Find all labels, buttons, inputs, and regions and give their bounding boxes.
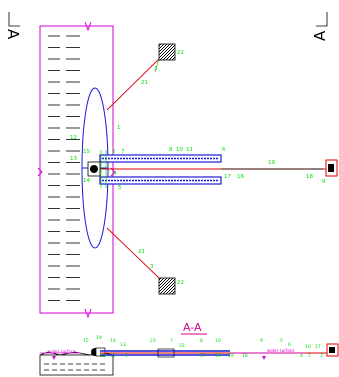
anchor-bars bbox=[87, 150, 338, 188]
label-bot-a: 21 bbox=[138, 249, 145, 255]
section-label: 9 bbox=[260, 338, 263, 344]
label-r8: 8 bbox=[169, 147, 173, 153]
label-r10: 10 bbox=[176, 147, 183, 153]
label-top-box: 22 bbox=[177, 50, 184, 56]
section-label: 11 bbox=[100, 353, 106, 359]
section-label: 15 bbox=[83, 338, 89, 344]
label-r11: 11 bbox=[186, 147, 193, 153]
section-label: 14 bbox=[110, 338, 116, 344]
label-r9: 9 bbox=[322, 179, 326, 185]
section-label: 19 bbox=[96, 335, 102, 341]
section-label: 18 bbox=[242, 353, 248, 359]
section-label: 5 bbox=[280, 338, 283, 344]
section-label: 3 bbox=[320, 353, 323, 359]
section-label: 8 bbox=[200, 338, 203, 344]
section-letter-right: A bbox=[311, 30, 329, 41]
label-top-b: 21 bbox=[141, 80, 148, 86]
water-dashes bbox=[48, 35, 80, 301]
section-label: 22 bbox=[179, 343, 185, 349]
label-r2: 2 bbox=[112, 149, 116, 155]
label-r6: 6 bbox=[222, 147, 226, 153]
section-label: 19 bbox=[228, 353, 234, 359]
label-r7: 7 bbox=[121, 149, 125, 155]
note-left: water surface bbox=[48, 349, 76, 354]
section-label: 7 bbox=[170, 338, 173, 344]
section-label: 10 bbox=[305, 344, 311, 350]
label-top-a: 3 bbox=[154, 66, 158, 72]
section-label: 1 bbox=[125, 353, 128, 359]
section-label: 23 bbox=[150, 338, 156, 344]
section-title-text: A-A bbox=[183, 321, 202, 334]
label-12: 12 bbox=[70, 135, 77, 141]
section-aa-title: A-A bbox=[181, 321, 207, 335]
section-label: 13 bbox=[120, 342, 126, 348]
section-label: 17 bbox=[315, 344, 321, 350]
label-bot-box: 22 bbox=[177, 280, 184, 286]
section-label: 17 bbox=[200, 353, 206, 359]
label-r4: 4 bbox=[113, 171, 117, 177]
bottom-callout: 21 3 22 bbox=[106, 227, 184, 295]
label-r5: 5 bbox=[118, 185, 122, 191]
section-marker-right: A bbox=[311, 12, 329, 41]
mid-labels: 1 12 13 15 14 8 10 11 6 19 17 16 18 9 7 … bbox=[70, 125, 326, 191]
label-r19: 19 bbox=[268, 160, 275, 166]
section-marker-left: A bbox=[4, 12, 22, 40]
section-label: 2 bbox=[308, 353, 311, 359]
section-label: 4 bbox=[300, 353, 303, 359]
section-label: 10 bbox=[215, 338, 221, 344]
top-callout: 22 3 21 bbox=[106, 43, 184, 111]
label-bot-b: 3 bbox=[150, 264, 154, 270]
note-mid: water surface bbox=[267, 348, 295, 353]
label-r18: 18 bbox=[306, 174, 313, 180]
section-letter-left: A bbox=[4, 29, 22, 40]
label-14: 14 bbox=[83, 178, 90, 184]
label-r16: 16 bbox=[237, 174, 244, 180]
section-label: 12 bbox=[110, 353, 116, 359]
section-label: 16 bbox=[215, 353, 221, 359]
wall-structure bbox=[37, 21, 116, 319]
label-r17: 17 bbox=[224, 174, 231, 180]
label-13: 13 bbox=[70, 156, 77, 162]
section-label: 6 bbox=[288, 342, 291, 348]
label-15: 15 bbox=[83, 149, 90, 155]
label-1: 1 bbox=[117, 125, 121, 131]
